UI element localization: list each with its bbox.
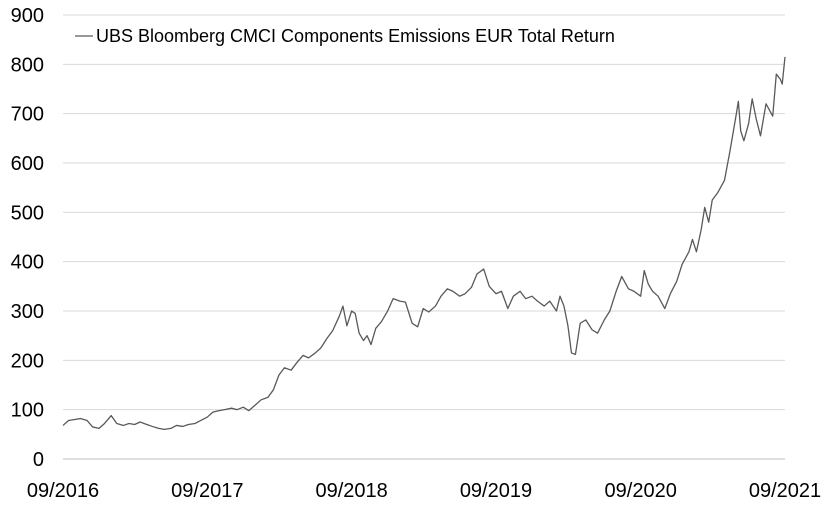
y-tick-label: 800: [11, 54, 44, 76]
x-tick-label: 09/2020: [605, 480, 677, 502]
legend: UBS Bloomberg CMCI Components Emissions …: [75, 26, 615, 46]
y-tick-label: 500: [11, 202, 44, 224]
y-tick-label: 900: [11, 5, 44, 27]
y-tick-label: 200: [11, 350, 44, 372]
x-tick-label: 09/2016: [27, 480, 99, 502]
y-tick-label: 100: [11, 400, 44, 422]
legend-label: UBS Bloomberg CMCI Components Emissions …: [96, 26, 615, 46]
gridlines: [63, 14, 785, 411]
y-axis-tick-labels: 0 100 200 300 400 500 600 700 800 900: [11, 5, 44, 471]
y-tick-label: 700: [11, 104, 44, 126]
x-tick-label: 09/2019: [460, 480, 532, 502]
x-axis-tick-labels: 09/2016 09/2017 09/2018 09/2019 09/2020 09/20…: [27, 480, 821, 502]
y-tick-label: 600: [11, 153, 44, 175]
x-tick-label: 09/2017: [171, 480, 243, 502]
series-line: [62, 56, 786, 431]
x-tick-label: 09/2018: [315, 480, 387, 502]
y-tick-label: 0: [33, 449, 44, 471]
x-tick-label: 09/2021: [749, 480, 821, 502]
y-tick-label: 400: [11, 252, 44, 274]
y-tick-label: 300: [11, 301, 44, 323]
